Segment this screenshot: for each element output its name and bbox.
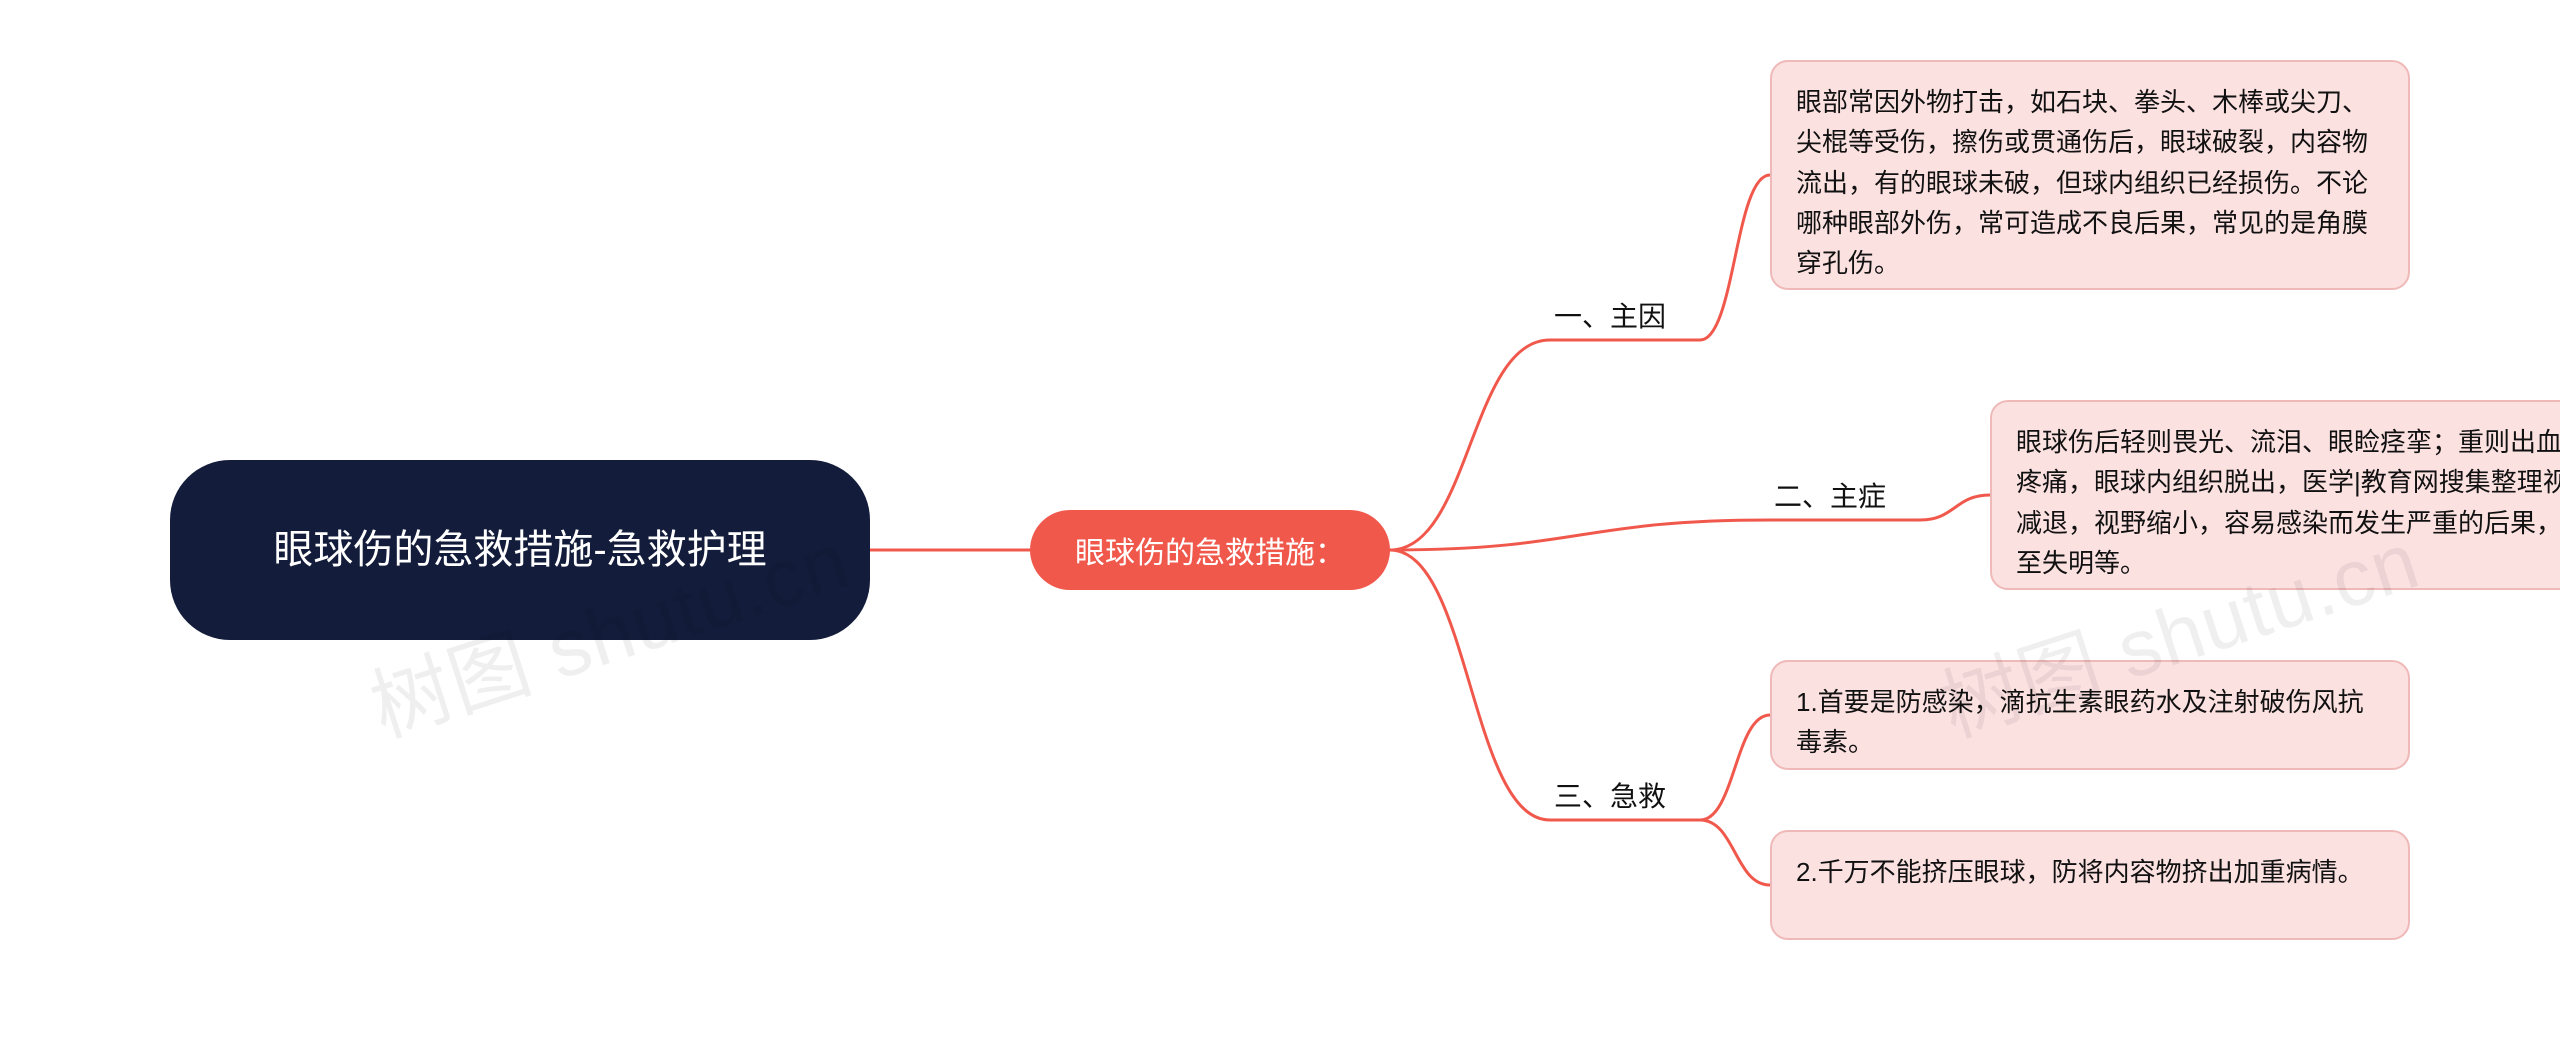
leaf-3: 1.首要是防感染，滴抗生素眼药水及注射破伤风抗毒素。 xyxy=(1770,660,2410,770)
leaf-text: 2.千万不能挤压眼球，防将内容物挤出加重病情。 xyxy=(1796,852,2364,892)
mindmap-topic: 眼球伤的急救措施： xyxy=(1030,510,1390,590)
branch-3: 三、急救 xyxy=(1550,770,1700,820)
leaf-text: 眼球伤后轻则畏光、流泪、眼睑痉挛；重则出血、疼痛，眼球内组织脱出，医学|教育网搜… xyxy=(2016,422,2560,583)
leaf-4: 2.千万不能挤压眼球，防将内容物挤出加重病情。 xyxy=(1770,830,2410,940)
branch-1: 一、主因 xyxy=(1550,290,1700,340)
branch-label: 二、主症 xyxy=(1774,475,1886,515)
branch-2: 二、主症 xyxy=(1770,470,1920,520)
mindmap-root: 眼球伤的急救措施-急救护理 xyxy=(170,460,870,640)
branch-label: 一、主因 xyxy=(1554,295,1666,335)
leaf-2: 眼球伤后轻则畏光、流泪、眼睑痉挛；重则出血、疼痛，眼球内组织脱出，医学|教育网搜… xyxy=(1990,400,2560,590)
branch-label: 三、急救 xyxy=(1554,775,1666,815)
root-label: 眼球伤的急救措施-急救护理 xyxy=(273,520,766,580)
leaf-1: 眼部常因外物打击，如石块、拳头、木棒或尖刀、尖棍等受伤，擦伤或贯通伤后，眼球破裂… xyxy=(1770,60,2410,290)
leaf-text: 眼部常因外物打击，如石块、拳头、木棒或尖刀、尖棍等受伤，擦伤或贯通伤后，眼球破裂… xyxy=(1796,82,2384,283)
topic-label: 眼球伤的急救措施： xyxy=(1075,528,1345,572)
leaf-text: 1.首要是防感染，滴抗生素眼药水及注射破伤风抗毒素。 xyxy=(1796,682,2384,763)
